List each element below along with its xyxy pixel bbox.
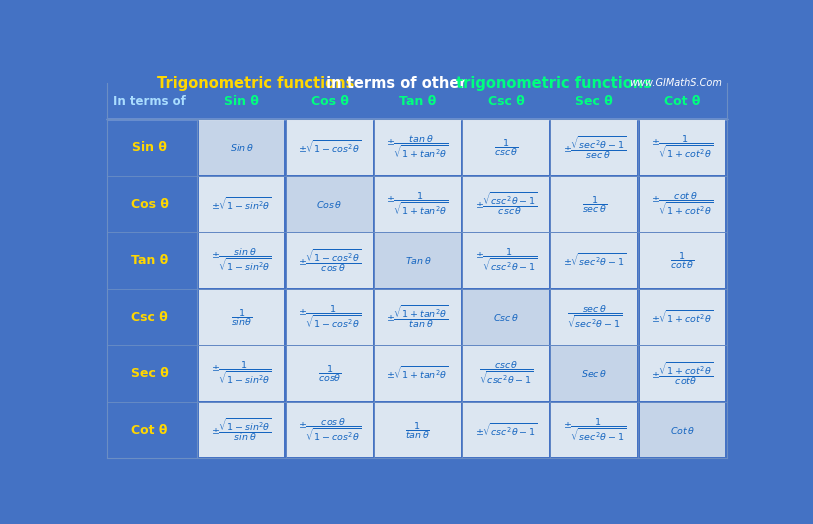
FancyBboxPatch shape <box>640 346 725 401</box>
Text: in terms of other: in terms of other <box>320 75 472 91</box>
FancyBboxPatch shape <box>375 346 461 401</box>
FancyBboxPatch shape <box>198 177 285 232</box>
Text: $\pm\sqrt{csc^2\theta-1}$: $\pm\sqrt{csc^2\theta-1}$ <box>475 421 537 439</box>
Text: $\pm\dfrac{\sqrt{sec^2\theta-1}}{sec\,\theta}$: $\pm\dfrac{\sqrt{sec^2\theta-1}}{sec\,\t… <box>563 134 626 161</box>
FancyBboxPatch shape <box>463 177 549 232</box>
FancyBboxPatch shape <box>640 402 725 457</box>
FancyBboxPatch shape <box>551 120 637 175</box>
FancyBboxPatch shape <box>463 120 549 175</box>
FancyBboxPatch shape <box>287 402 372 457</box>
FancyBboxPatch shape <box>463 290 549 344</box>
FancyBboxPatch shape <box>551 346 637 401</box>
FancyBboxPatch shape <box>198 402 285 457</box>
Text: $\pm\dfrac{1}{\sqrt{sec^2\theta-1}}$: $\pm\dfrac{1}{\sqrt{sec^2\theta-1}}$ <box>563 417 626 444</box>
Text: www.GIMathS.Com: www.GIMathS.Com <box>629 78 722 88</box>
Text: $\pm\dfrac{\sqrt{1+cot^2\theta}}{cot\theta}$: $\pm\dfrac{\sqrt{1+cot^2\theta}}{cot\the… <box>651 361 714 387</box>
FancyBboxPatch shape <box>375 402 461 457</box>
FancyBboxPatch shape <box>375 290 461 344</box>
Text: Csc θ: Csc θ <box>488 95 524 108</box>
FancyBboxPatch shape <box>287 290 372 344</box>
FancyBboxPatch shape <box>198 233 285 288</box>
FancyBboxPatch shape <box>551 290 637 344</box>
Text: Csc θ: Csc θ <box>131 311 168 324</box>
Text: $\dfrac{1}{csc\,\theta}$: $\dfrac{1}{csc\,\theta}$ <box>493 137 519 158</box>
Text: $\pm\sqrt{1-sin^2\theta}$: $\pm\sqrt{1-sin^2\theta}$ <box>211 195 272 213</box>
FancyBboxPatch shape <box>107 346 191 401</box>
FancyBboxPatch shape <box>107 177 191 232</box>
Text: Tan θ: Tan θ <box>399 95 437 108</box>
FancyBboxPatch shape <box>463 402 549 457</box>
Text: $\pm\dfrac{\sqrt{1-cos^2\theta}}{cos\,\theta}$: $\pm\dfrac{\sqrt{1-cos^2\theta}}{cos\,\t… <box>298 247 361 274</box>
Text: $\dfrac{1}{tan\,\theta}$: $\dfrac{1}{tan\,\theta}$ <box>406 420 430 441</box>
FancyBboxPatch shape <box>640 290 725 344</box>
Text: trigonometric functions: trigonometric functions <box>456 75 652 91</box>
FancyBboxPatch shape <box>375 120 461 175</box>
Text: Sin θ: Sin θ <box>132 141 167 154</box>
FancyBboxPatch shape <box>640 233 725 288</box>
Text: $\pm\dfrac{1}{\sqrt{1+tan^2\theta}}$: $\pm\dfrac{1}{\sqrt{1+tan^2\theta}}$ <box>386 190 450 218</box>
Text: $\pm\dfrac{cot\,\theta}{\sqrt{1+cot^2\theta}}$: $\pm\dfrac{cot\,\theta}{\sqrt{1+cot^2\th… <box>651 190 714 218</box>
Text: $\pm\dfrac{1}{\sqrt{1+cot^2\theta}}$: $\pm\dfrac{1}{\sqrt{1+cot^2\theta}}$ <box>651 134 714 161</box>
Text: $\dfrac{sec\,\theta}{\sqrt{sec^2\theta-1}}$: $\dfrac{sec\,\theta}{\sqrt{sec^2\theta-1… <box>567 303 622 331</box>
FancyBboxPatch shape <box>551 402 637 457</box>
Text: $\dfrac{csc\,\theta}{\sqrt{csc^2\theta-1}}$: $\dfrac{csc\,\theta}{\sqrt{csc^2\theta-1… <box>479 360 533 387</box>
Text: Cot θ: Cot θ <box>132 423 167 436</box>
Text: $Csc\,\theta$: $Csc\,\theta$ <box>493 312 520 323</box>
Text: Trigonometric functions: Trigonometric functions <box>157 75 354 91</box>
Text: $\pm\dfrac{1}{\sqrt{csc^2\theta-1}}$: $\pm\dfrac{1}{\sqrt{csc^2\theta-1}}$ <box>475 247 537 274</box>
Text: $Sin\,\theta$: $Sin\,\theta$ <box>229 142 254 153</box>
FancyBboxPatch shape <box>287 120 372 175</box>
FancyBboxPatch shape <box>107 120 191 175</box>
FancyBboxPatch shape <box>198 346 285 401</box>
Text: $\pm\dfrac{\sqrt{1+tan^2\theta}}{tan\,\theta}$: $\pm\dfrac{\sqrt{1+tan^2\theta}}{tan\,\t… <box>386 304 450 330</box>
Text: Sec θ: Sec θ <box>131 367 168 380</box>
Text: $\pm\dfrac{\sqrt{csc^2\theta-1}}{csc\,\theta}$: $\pm\dfrac{\sqrt{csc^2\theta-1}}{csc\,\t… <box>475 191 537 217</box>
Text: $\pm\dfrac{tan\,\theta}{\sqrt{1+tan^2\theta}}$: $\pm\dfrac{tan\,\theta}{\sqrt{1+tan^2\th… <box>386 134 450 161</box>
Text: $\pm\sqrt{1+cot^2\theta}$: $\pm\sqrt{1+cot^2\theta}$ <box>651 308 714 326</box>
Text: Sec θ: Sec θ <box>576 95 613 108</box>
FancyBboxPatch shape <box>375 177 461 232</box>
Text: $\pm\dfrac{sin\,\theta}{\sqrt{1-sin^2\theta}}$: $\pm\dfrac{sin\,\theta}{\sqrt{1-sin^2\th… <box>211 247 272 274</box>
Text: $\dfrac{1}{cos\theta}$: $\dfrac{1}{cos\theta}$ <box>318 363 341 384</box>
Text: $\dfrac{1}{sec\,\theta}$: $\dfrac{1}{sec\,\theta}$ <box>581 194 607 214</box>
FancyBboxPatch shape <box>640 120 725 175</box>
Text: Sin θ: Sin θ <box>224 95 259 108</box>
FancyBboxPatch shape <box>287 177 372 232</box>
Text: $\dfrac{1}{cot\,\theta}$: $\dfrac{1}{cot\,\theta}$ <box>671 250 694 271</box>
Text: $\dfrac{1}{sin\theta}$: $\dfrac{1}{sin\theta}$ <box>231 307 252 328</box>
Text: $\pm\dfrac{cos\,\theta}{\sqrt{1-cos^2\theta}}$: $\pm\dfrac{cos\,\theta}{\sqrt{1-cos^2\th… <box>298 417 361 444</box>
Text: $Cos\,\theta$: $Cos\,\theta$ <box>316 199 343 210</box>
Text: Cos θ: Cos θ <box>311 95 349 108</box>
Text: $\pm\dfrac{1}{\sqrt{1-sin^2\theta}}$: $\pm\dfrac{1}{\sqrt{1-sin^2\theta}}$ <box>211 360 272 387</box>
Text: In terms of: In terms of <box>113 95 186 108</box>
FancyBboxPatch shape <box>198 290 285 344</box>
FancyBboxPatch shape <box>107 402 191 457</box>
FancyBboxPatch shape <box>287 346 372 401</box>
Text: $\pm\sqrt{sec^2\theta-1}$: $\pm\sqrt{sec^2\theta-1}$ <box>563 252 626 269</box>
Text: $\pm\sqrt{1+tan^2\theta}$: $\pm\sqrt{1+tan^2\theta}$ <box>386 365 450 383</box>
FancyBboxPatch shape <box>107 233 191 288</box>
Text: $\pm\dfrac{\sqrt{1-sin^2\theta}}{sin\,\theta}$: $\pm\dfrac{\sqrt{1-sin^2\theta}}{sin\,\t… <box>211 417 272 443</box>
FancyBboxPatch shape <box>198 120 285 175</box>
Text: $Cot\,\theta$: $Cot\,\theta$ <box>670 424 695 435</box>
FancyBboxPatch shape <box>107 83 727 119</box>
FancyBboxPatch shape <box>107 290 191 344</box>
Text: Tan θ: Tan θ <box>131 254 168 267</box>
Text: $\pm\dfrac{1}{\sqrt{1-cos^2\theta}}$: $\pm\dfrac{1}{\sqrt{1-cos^2\theta}}$ <box>298 303 361 331</box>
FancyBboxPatch shape <box>551 177 637 232</box>
Text: $\pm\sqrt{1-cos^2\theta}$: $\pm\sqrt{1-cos^2\theta}$ <box>298 139 361 156</box>
FancyBboxPatch shape <box>463 346 549 401</box>
FancyBboxPatch shape <box>640 177 725 232</box>
FancyBboxPatch shape <box>375 233 461 288</box>
Text: Cot θ: Cot θ <box>664 95 701 108</box>
FancyBboxPatch shape <box>287 233 372 288</box>
FancyBboxPatch shape <box>463 233 549 288</box>
FancyBboxPatch shape <box>551 233 637 288</box>
Text: $Sec\,\theta$: $Sec\,\theta$ <box>581 368 607 379</box>
Text: Cos θ: Cos θ <box>131 198 168 211</box>
Text: $Tan\,\theta$: $Tan\,\theta$ <box>405 255 432 266</box>
